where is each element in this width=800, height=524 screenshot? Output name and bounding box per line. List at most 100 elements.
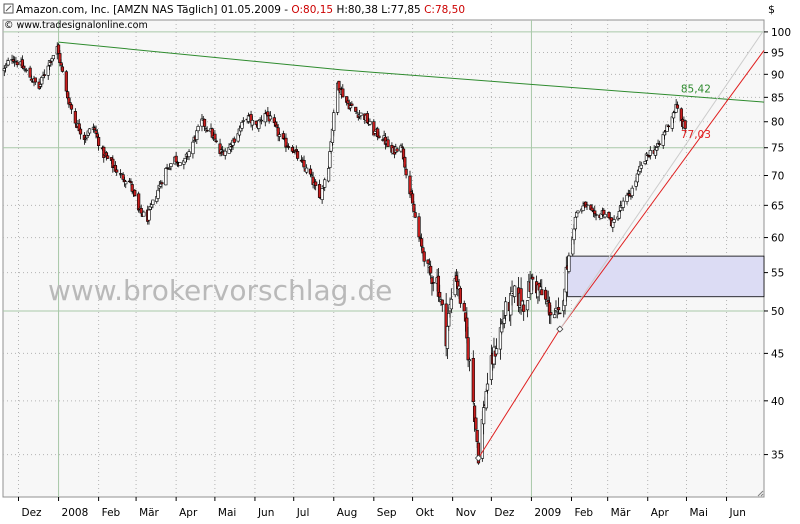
candle-body <box>410 193 415 204</box>
candle-body <box>46 65 50 76</box>
candle-body <box>590 207 594 211</box>
candle-body <box>137 193 141 211</box>
support-thin-line <box>559 29 765 330</box>
candle-body <box>386 139 390 147</box>
candle-body <box>326 168 331 182</box>
resize-grip-icon[interactable] <box>757 490 764 497</box>
candle-body <box>581 205 585 211</box>
candle-body <box>187 151 191 157</box>
candle-body <box>350 103 354 106</box>
price-zone-box <box>567 255 765 298</box>
candle-body <box>232 138 236 143</box>
y-tick-label: 85 <box>771 92 784 104</box>
candle-body <box>355 112 359 114</box>
candle-body <box>51 55 55 60</box>
candle-body <box>286 146 291 148</box>
candle-body <box>553 314 557 319</box>
watermark: www.brokervorschlag.de <box>48 274 392 307</box>
candle-body <box>474 417 478 430</box>
candle-body <box>223 150 227 156</box>
candle-body <box>323 179 327 188</box>
candle-body <box>625 194 629 202</box>
header-credit: © www.tradesignalonline.com <box>4 20 148 31</box>
candle-body <box>124 181 128 185</box>
support-anchor-marker <box>556 325 564 333</box>
candle-body <box>6 60 10 66</box>
candle-body <box>666 125 670 128</box>
y-tick-label: 95 <box>771 48 784 60</box>
candle-body <box>302 159 306 168</box>
candle-body <box>156 189 160 199</box>
candle-body <box>522 304 526 312</box>
x-tick-label: Apr <box>651 507 670 519</box>
trend-lines: 85,42 77,03 <box>58 29 765 462</box>
candle-body <box>467 359 472 362</box>
x-tick-label: Nov <box>456 507 477 519</box>
candle-body <box>196 126 200 132</box>
y-tick-label: 40 <box>771 396 784 408</box>
x-tick-label: 2009 <box>534 507 561 519</box>
support-anchor-marker <box>474 454 483 462</box>
candle-body <box>431 282 435 284</box>
y-tick-label: 75 <box>771 143 784 155</box>
candle-body <box>87 128 92 134</box>
candle-body <box>111 158 115 168</box>
header-high: H:80,38 <box>336 4 378 16</box>
candle-body <box>484 391 488 409</box>
x-tick-label: Dez <box>494 507 515 519</box>
candle-body <box>447 313 451 327</box>
y-axis: 35 40 45 50 55 60 65 70 75 80 85 90 95 100 <box>764 27 791 462</box>
candle-body <box>85 135 89 139</box>
candle-body <box>3 65 8 69</box>
x-tick-label: Okt <box>416 507 434 519</box>
candle-body <box>466 337 470 361</box>
x-tick-label: Mai <box>218 507 236 519</box>
candle-body <box>147 209 151 221</box>
candle-body <box>458 287 462 304</box>
candle-body <box>305 167 309 173</box>
candle-body <box>359 112 363 116</box>
candle-body <box>675 104 680 109</box>
candle-body <box>657 143 661 145</box>
header-open: O:80,15 <box>291 4 333 16</box>
zone-layer <box>567 255 765 298</box>
candle-body <box>403 157 407 168</box>
candle-body <box>130 184 134 192</box>
x-tick-label: 2008 <box>62 507 89 519</box>
candle-body <box>471 357 475 403</box>
x-tick-label: Jul <box>296 507 310 519</box>
candle-body <box>683 120 687 129</box>
candle-body <box>372 121 376 136</box>
candle-body <box>202 118 207 127</box>
candle-body <box>169 163 173 167</box>
x-tick-label: Jun <box>257 507 274 519</box>
x-tick-label: Mär <box>139 507 159 519</box>
candle-body <box>214 140 218 143</box>
candle-body <box>328 151 332 168</box>
candle-body <box>314 181 318 186</box>
candle-body <box>630 187 634 196</box>
x-tick-label: Dez <box>22 507 43 519</box>
candle-body <box>97 136 101 147</box>
candle-body <box>612 219 616 223</box>
candle-body <box>525 300 530 311</box>
candle-body <box>485 383 490 391</box>
candle-body <box>78 128 83 135</box>
candle-body <box>417 216 421 238</box>
y-tick-label: 60 <box>771 233 784 245</box>
candle-body <box>15 61 19 66</box>
candle-body <box>142 211 146 217</box>
candle-body <box>28 67 32 78</box>
candle-body <box>160 182 164 185</box>
candle-body <box>106 155 110 159</box>
candle-body <box>33 77 37 83</box>
candle-body <box>502 317 506 324</box>
candle-body <box>556 307 561 311</box>
x-tick-label: Feb <box>574 507 593 519</box>
candle-body <box>205 129 209 132</box>
header-low: L:77,85 <box>381 4 420 16</box>
candle-body <box>475 429 479 443</box>
candle-body <box>213 133 217 140</box>
